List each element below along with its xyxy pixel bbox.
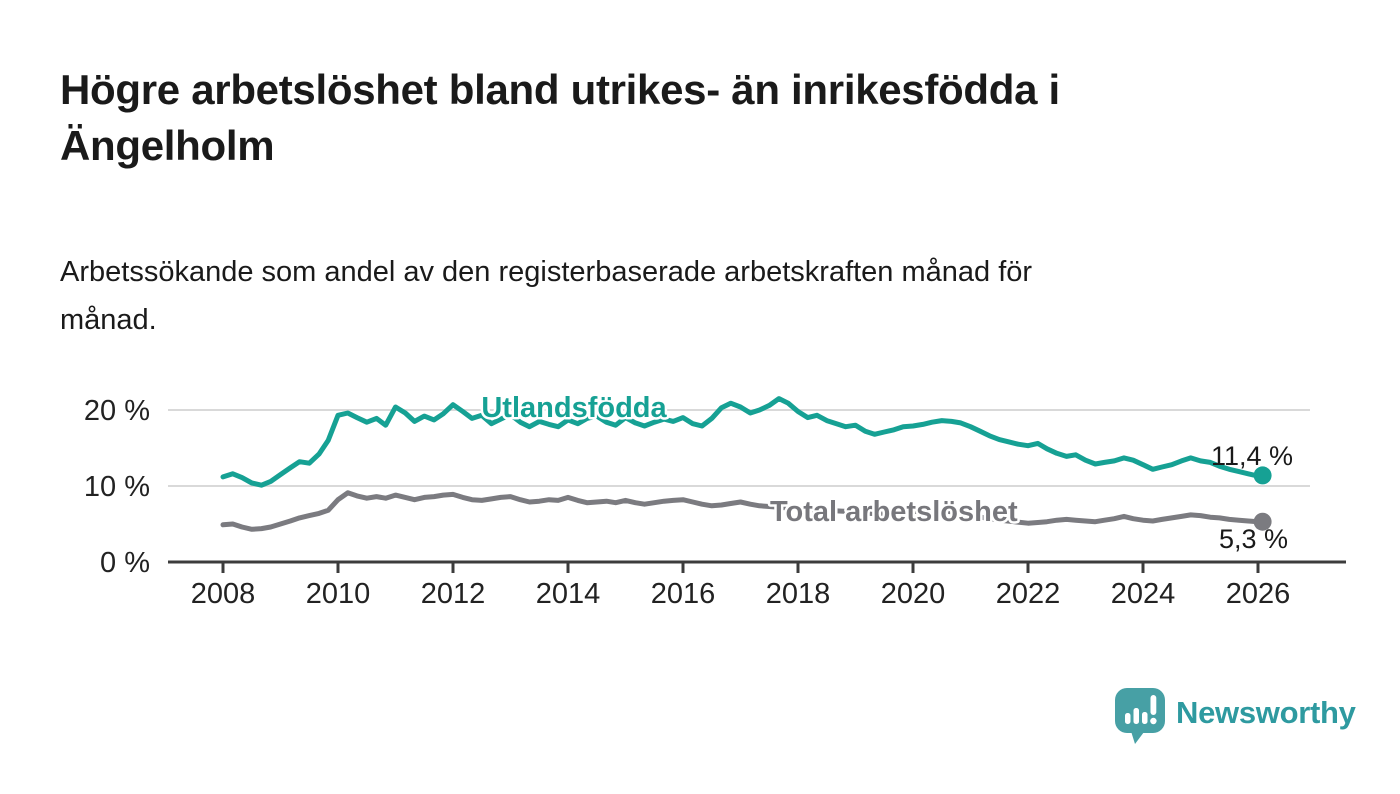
end-value-utlandsfodda: 11,4 % xyxy=(1211,441,1293,471)
series-lines xyxy=(220,396,1272,532)
chart-title-line1: Högre arbetslöshet bland utrikes- än inr… xyxy=(60,66,1060,113)
series-end-dot xyxy=(1253,466,1272,485)
x-tick-label: 2008 xyxy=(191,578,256,610)
series-label-utlandsfodda: Utlandsfödda xyxy=(481,392,667,424)
x-tick-label: 2014 xyxy=(536,578,601,610)
chart-subtitle-line1: Arbetssökande som andel av den registerb… xyxy=(60,256,1033,288)
x-tick-label: 2016 xyxy=(651,578,716,610)
end-value-total: 5,3 % xyxy=(1219,524,1288,554)
speech-bubble-bar-chart-icon xyxy=(1115,688,1165,744)
chart-subtitle: Arbetssökande som andel av den registerb… xyxy=(60,248,1290,344)
newsworthy-wordmark: Newsworthy xyxy=(1176,695,1356,730)
series-line xyxy=(220,490,1266,532)
gridlines: 20 % 10 % 0 % xyxy=(84,395,1310,579)
y-tick-label: 20 % xyxy=(84,395,150,427)
x-axis: 2008 2010 2012 2014 2016 2018 2020 2022 2024 2026 xyxy=(168,560,1346,610)
newsworthy-logo: Newsworthy xyxy=(1113,686,1356,744)
series-label-total-arbetsloshet: Total arbetslöshet xyxy=(770,496,1018,528)
x-tick-label: 2022 xyxy=(996,578,1061,610)
x-tick-label: 2024 xyxy=(1111,578,1176,610)
x-tick-label: 2020 xyxy=(881,578,946,610)
x-tick-label: 2010 xyxy=(306,578,371,610)
series-line xyxy=(220,396,1266,488)
x-tick-label: 2012 xyxy=(421,578,486,610)
chart-title-line2: Ängelholm xyxy=(60,121,275,169)
y-tick-label: 10 % xyxy=(84,471,150,503)
y-tick-label: 0 % xyxy=(100,547,150,579)
series-end-dot xyxy=(1253,512,1272,531)
chart-subtitle-line2: månad. xyxy=(60,304,157,337)
x-tick-label: 2026 xyxy=(1226,578,1291,610)
chart-title: Högre arbetslöshet bland utrikes- än inr… xyxy=(60,62,1270,174)
x-tick-label: 2018 xyxy=(766,578,831,610)
